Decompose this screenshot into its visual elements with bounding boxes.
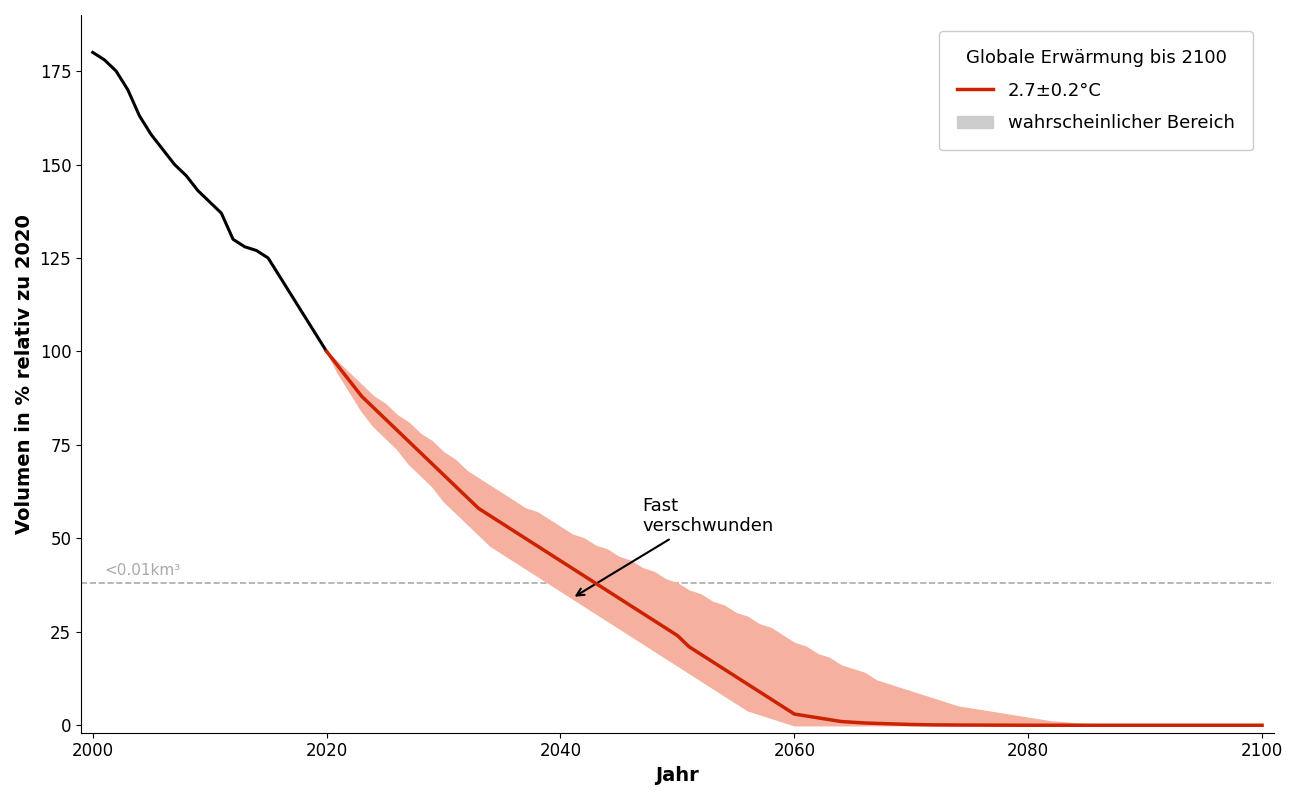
Y-axis label: Volumen in % relativ zu 2020: Volumen in % relativ zu 2020 [16,214,34,534]
Text: <0.01km³: <0.01km³ [104,562,181,578]
Legend: 2.7±0.2°C, wahrscheinlicher Bereich: 2.7±0.2°C, wahrscheinlicher Bereich [940,31,1253,150]
X-axis label: Jahr: Jahr [655,766,699,785]
Text: Fast
verschwunden: Fast verschwunden [576,497,774,595]
